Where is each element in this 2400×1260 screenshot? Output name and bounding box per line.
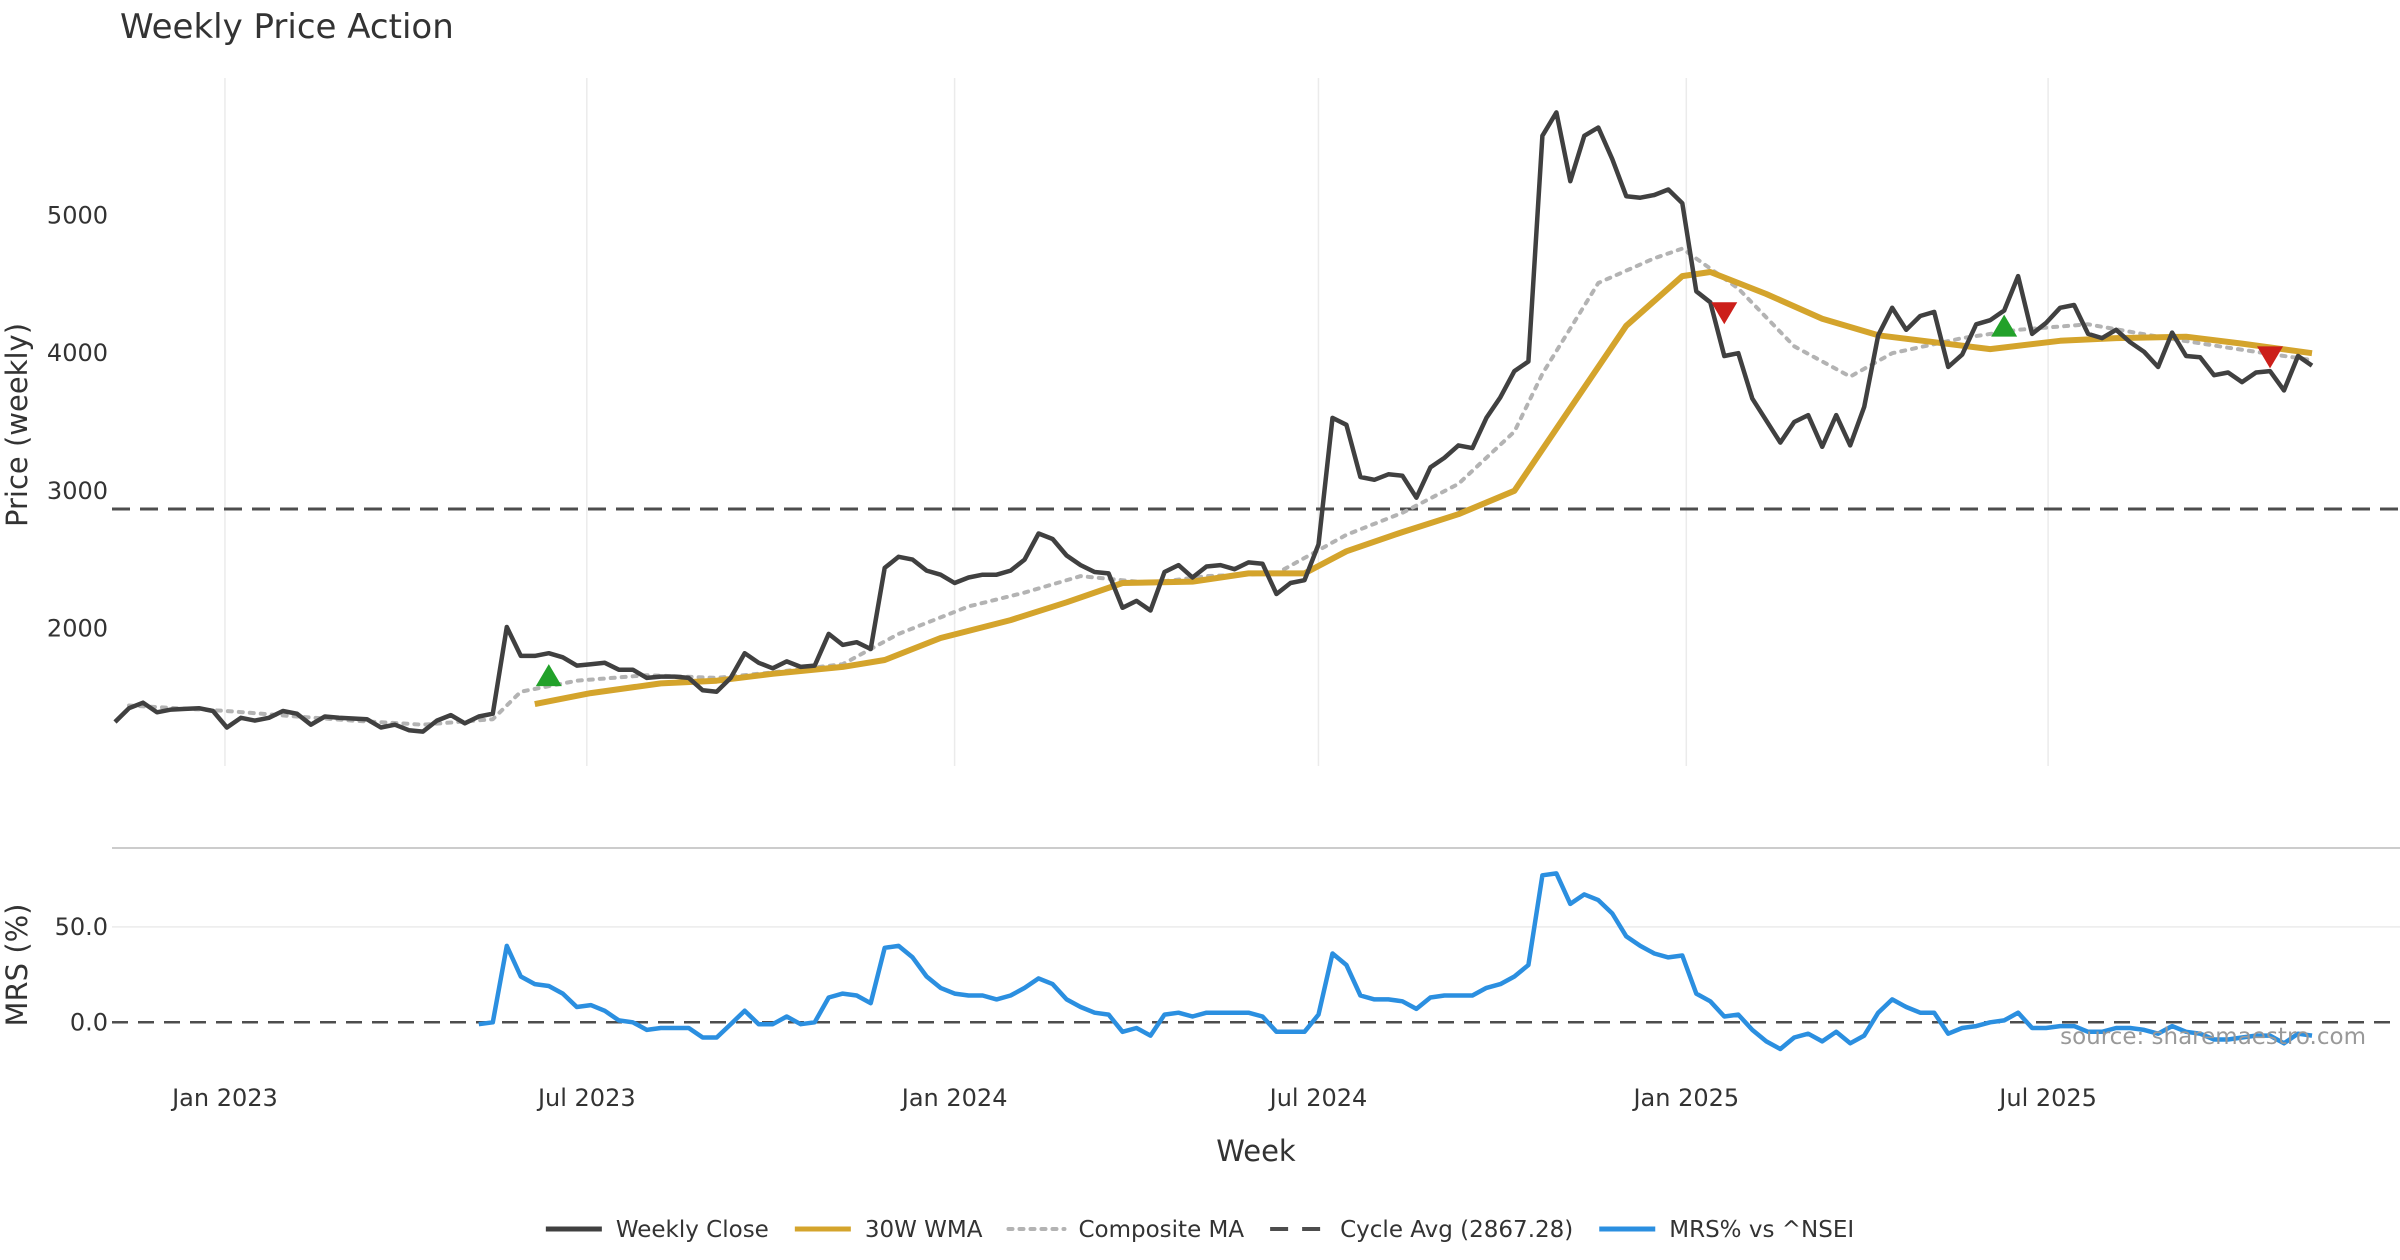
x-tick-jul-2024: Jul 2024 bbox=[1268, 1084, 1368, 1112]
legend-item-weekly-close: Weekly Close bbox=[545, 1217, 769, 1243]
x-tick-jan-2024: Jan 2024 bbox=[900, 1084, 1008, 1112]
legend-label-weekly-close: Weekly Close bbox=[616, 1217, 769, 1243]
mrs-y-axis-label: MRS (%) bbox=[0, 904, 34, 1027]
legend-item-mrs-vs-nsei: MRS% vs ^NSEI bbox=[1599, 1217, 1854, 1243]
legend: Weekly Close 30W WMA Composite MA Cycle Avg… bbox=[545, 1217, 1854, 1243]
mrs-y-tick-0-0: 0.0 bbox=[70, 1008, 108, 1036]
x-tick-jul-2023: Jul 2023 bbox=[536, 1084, 636, 1112]
mrs-y-tick-50-0: 50.0 bbox=[55, 913, 108, 941]
price-grid bbox=[224, 78, 2049, 766]
price-y-tick-2000: 2000 bbox=[47, 614, 108, 642]
price-y-tick-3000: 3000 bbox=[47, 477, 108, 505]
price-y-axis: 2000 3000 4000 5000 bbox=[47, 202, 108, 643]
legend-item-30w-wma: 30W WMA bbox=[794, 1217, 983, 1243]
x-tick-jul-2025: Jul 2025 bbox=[1997, 1084, 2097, 1112]
price-y-tick-5000: 5000 bbox=[47, 202, 108, 230]
legend-label-mrs-vs-nsei: MRS% vs ^NSEI bbox=[1669, 1217, 1854, 1243]
legend-label-cycle-avg-2867-28: Cycle Avg (2867.28) bbox=[1340, 1217, 1573, 1243]
mrs-y-axis: 0.0 50.0 bbox=[55, 913, 108, 1036]
buy-signal-marker-1 bbox=[535, 664, 562, 687]
x-tick-jan-2025: Jan 2025 bbox=[1631, 1084, 1739, 1112]
sell-signal-marker-2 bbox=[1711, 302, 1738, 325]
buy-signal-marker-3 bbox=[1991, 314, 2018, 337]
x-tick-jan-2023: Jan 2023 bbox=[170, 1084, 278, 1112]
price-y-axis-label: Price (weekly) bbox=[0, 323, 34, 527]
price-plot-area bbox=[112, 110, 2400, 734]
legend-label-30w-wma: 30W WMA bbox=[865, 1217, 983, 1243]
price-y-tick-4000: 4000 bbox=[47, 339, 108, 367]
sell-signal-marker-4 bbox=[2257, 346, 2284, 369]
legend-item-cycle-avg-2867-28: Cycle Avg (2867.28) bbox=[1270, 1217, 1573, 1243]
mrs-line bbox=[478, 871, 2313, 1052]
x-axis-label: Week bbox=[1216, 1134, 1296, 1168]
30w-wma-line bbox=[534, 269, 2313, 708]
weekly-close-line bbox=[113, 110, 2314, 734]
chart-title: Weekly Price Action bbox=[120, 7, 454, 47]
legend-item-composite-ma: Composite MA bbox=[1006, 1217, 1244, 1243]
x-axis: Jan 2023 Jul 2023 Jan 2024 Jul 2024 Jan 2025… bbox=[170, 1084, 2097, 1112]
legend-label-composite-ma: Composite MA bbox=[1078, 1217, 1244, 1243]
mrs-plot-area bbox=[112, 871, 2400, 1052]
source-watermark: source: sharemaestro.com bbox=[2060, 1024, 2366, 1050]
